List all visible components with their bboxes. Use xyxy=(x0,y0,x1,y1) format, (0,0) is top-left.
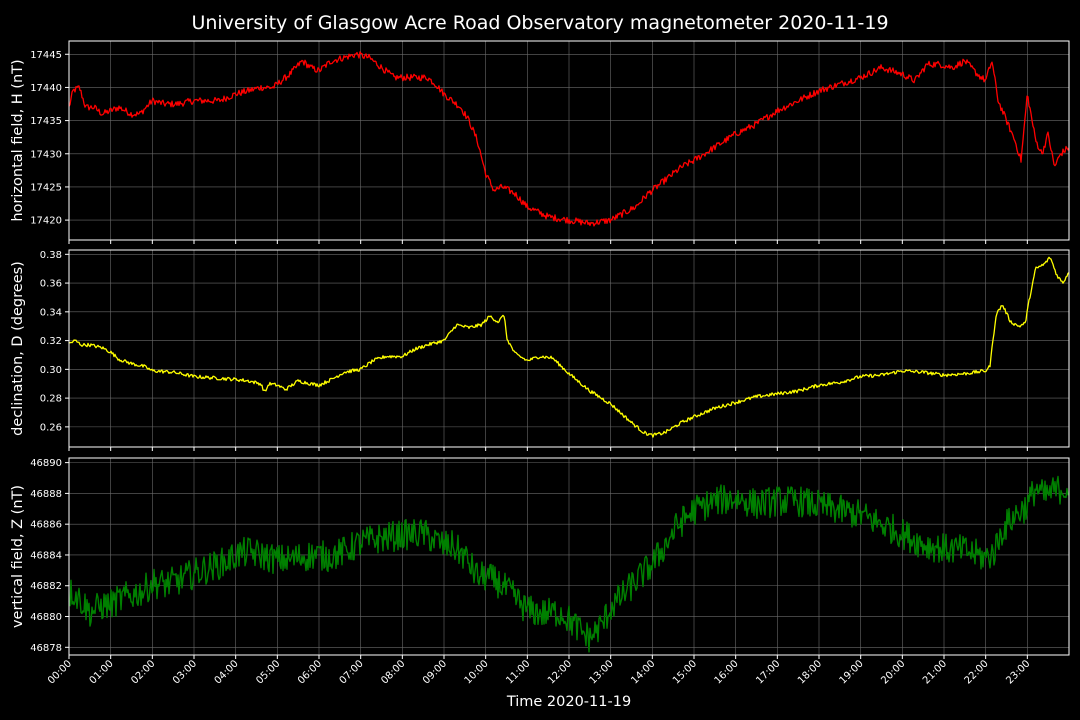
x-tick-label: 14:00 xyxy=(629,658,657,686)
y-tick-label: 0.28 xyxy=(40,394,62,405)
y-tick-label: 46886 xyxy=(30,520,62,531)
series-line-2 xyxy=(68,256,1070,438)
x-tick-label: 16:00 xyxy=(713,658,741,686)
x-tick-label: 18:00 xyxy=(796,658,824,686)
x-tick-label: 21:00 xyxy=(921,658,949,686)
y-tick-label: 46882 xyxy=(30,581,62,592)
y-tick-label: 46884 xyxy=(30,550,62,561)
x-tick-label: 03:00 xyxy=(171,658,199,686)
x-tick-label: 10:00 xyxy=(463,658,491,686)
x-tick-label: 19:00 xyxy=(838,658,866,686)
x-tick-label: 15:00 xyxy=(671,658,699,686)
panel-1: 17420 17425 17430 17435 17440 17445 horizontal… xyxy=(10,40,1070,244)
y-tick-label: 0.30 xyxy=(40,365,62,376)
panel-3: 46878 46880 46882 46884 46886 46888 46890 verti… xyxy=(10,457,1070,659)
x-tick-label: 07:00 xyxy=(338,658,366,686)
y-tick-label: 17440 xyxy=(30,83,62,94)
y-tick-label: 0.36 xyxy=(40,279,62,290)
x-tick-label: 17:00 xyxy=(754,658,782,686)
x-tick-label: 09:00 xyxy=(421,658,449,686)
y-tick-label: 46880 xyxy=(30,612,62,623)
series-line-1 xyxy=(68,51,1070,227)
y-tick-label: 17430 xyxy=(30,149,62,160)
y-tick-label: 46888 xyxy=(30,489,62,500)
y-axis-label: declination, D (degrees) xyxy=(10,261,26,436)
y-tick-label: 46878 xyxy=(30,643,62,654)
x-tick-label: 04:00 xyxy=(213,658,241,686)
y-tick-label: 0.34 xyxy=(40,307,62,318)
x-tick-label: 23:00 xyxy=(1004,658,1032,686)
panel-2: 0.26 0.28 0.30 0.32 0.34 0.36 0.38 declination,… xyxy=(10,249,1070,451)
x-tick-label: 13:00 xyxy=(588,658,616,686)
x-tick-label: 08:00 xyxy=(379,658,407,686)
x-tick-label: 20:00 xyxy=(879,658,907,686)
y-tick-label: 0.38 xyxy=(40,250,62,261)
y-axis-label: horizontal field, H (nT) xyxy=(10,59,26,221)
x-tick-label: 12:00 xyxy=(546,658,574,686)
x-axis-label: Time 2020-11-19 xyxy=(506,694,631,710)
panel-frame xyxy=(68,249,1070,448)
x-tick-label: 01:00 xyxy=(88,658,116,686)
panel-frame xyxy=(68,40,1070,241)
y-axis-label: vertical field, Z (nT) xyxy=(10,485,26,628)
x-tick-label: 22:00 xyxy=(963,658,991,686)
series-line-3 xyxy=(68,475,1070,653)
y-tick-label: 17445 xyxy=(30,50,62,61)
x-tick-label: 06:00 xyxy=(296,658,324,686)
x-tick-label: 02:00 xyxy=(129,658,157,686)
panel-frame xyxy=(68,457,1070,656)
y-tick-label: 0.32 xyxy=(40,336,62,347)
y-tick-label: 17420 xyxy=(30,216,62,227)
y-tick-label: 46890 xyxy=(30,458,62,469)
y-tick-label: 17435 xyxy=(30,116,62,127)
x-tick-label: 11:00 xyxy=(504,658,532,686)
chart-title: University of Glasgow Acre Road Observat… xyxy=(191,12,888,34)
y-tick-label: 0.26 xyxy=(40,422,62,433)
y-tick-label: 17425 xyxy=(30,182,62,193)
x-tick-label: 05:00 xyxy=(254,658,282,686)
x-tick-label: 00:00 xyxy=(46,658,74,686)
